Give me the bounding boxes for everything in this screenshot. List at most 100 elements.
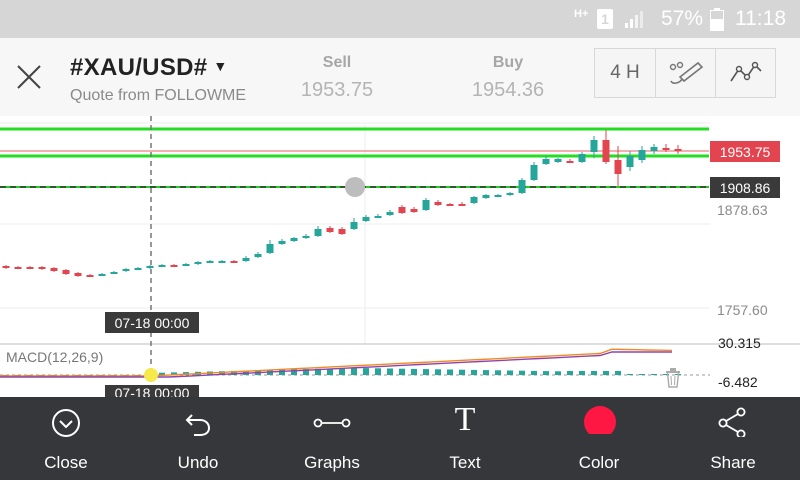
color-swatch-icon bbox=[584, 406, 616, 434]
line-drag-handle[interactable] bbox=[345, 177, 365, 197]
trash-icon bbox=[666, 368, 680, 388]
axis-label-low: 1757.60 bbox=[717, 302, 768, 318]
macd-bar bbox=[279, 369, 285, 375]
chart-tools: 4 H bbox=[594, 48, 776, 98]
candle bbox=[26, 267, 34, 269]
candle bbox=[374, 216, 382, 218]
text-label: Text bbox=[449, 453, 481, 472]
candle bbox=[2, 266, 10, 268]
macd-bar bbox=[315, 368, 321, 375]
candle bbox=[674, 149, 682, 151]
macd-bar bbox=[567, 371, 573, 375]
quote-source: Quote from FOLLOWME bbox=[70, 87, 247, 104]
timeframe-label: 4 H bbox=[610, 62, 640, 83]
chart-grid bbox=[0, 122, 800, 398]
candle bbox=[590, 140, 598, 152]
candle bbox=[446, 204, 454, 206]
undo-button[interactable]: Undo bbox=[138, 397, 258, 480]
symbol-selector[interactable]: #XAU/USD# ▼ bbox=[70, 54, 228, 82]
macd-axis-low: -6.482 bbox=[718, 374, 758, 390]
close-chart-button[interactable] bbox=[10, 58, 48, 96]
buy-price[interactable]: 1954.36 bbox=[471, 79, 545, 101]
candlestick-series bbox=[2, 130, 682, 277]
candle bbox=[206, 261, 214, 263]
macd-bar bbox=[471, 369, 477, 375]
text-button[interactable]: T Text bbox=[405, 397, 525, 480]
graphs-button[interactable]: Graphs bbox=[272, 397, 392, 480]
macd-bar bbox=[555, 371, 561, 375]
candle bbox=[338, 229, 346, 234]
color-button[interactable]: Color bbox=[539, 397, 659, 480]
macd-bar bbox=[651, 374, 657, 375]
timeframe-button[interactable]: 4 H bbox=[595, 49, 655, 97]
color-label: Color bbox=[578, 453, 620, 472]
candle bbox=[242, 258, 250, 261]
candle bbox=[98, 274, 106, 276]
candle bbox=[638, 150, 646, 160]
segment-tool-icon bbox=[313, 418, 351, 428]
sell-price[interactable]: 1953.75 bbox=[300, 79, 374, 101]
indicator-button[interactable] bbox=[715, 49, 775, 97]
clock: 11:18 bbox=[735, 7, 786, 30]
graphs-label: Graphs bbox=[304, 453, 360, 472]
candle bbox=[254, 254, 262, 257]
macd-bar bbox=[519, 370, 525, 375]
candle bbox=[458, 204, 466, 206]
crosshair-date-tag bbox=[105, 312, 199, 333]
macd-bar bbox=[387, 368, 393, 375]
status-bar: H+ 1 57% 11:18 bbox=[0, 0, 800, 38]
drawing-tools-button[interactable] bbox=[655, 49, 715, 97]
chart-area[interactable]: 1953.75 1908.86 1878.63 1757.60 07-18 00… bbox=[0, 116, 800, 398]
macd-bar bbox=[159, 372, 165, 375]
candle bbox=[62, 270, 70, 274]
undo-label: Undo bbox=[177, 453, 219, 472]
macd-bar bbox=[375, 368, 381, 375]
close-icon bbox=[17, 65, 41, 89]
dropdown-caret-icon: ▼ bbox=[213, 58, 228, 74]
crosshair-macd-marker bbox=[144, 368, 158, 382]
network-type-icon: H+ bbox=[574, 8, 589, 20]
candle bbox=[542, 159, 550, 164]
macd-bar bbox=[423, 369, 429, 375]
macd-bar bbox=[291, 369, 297, 375]
candle bbox=[158, 265, 166, 267]
candle bbox=[518, 180, 526, 193]
macd-bar bbox=[351, 367, 357, 375]
macd-label: MACD(12,26,9) bbox=[6, 349, 103, 365]
macd-bar bbox=[483, 370, 489, 375]
candle bbox=[386, 212, 394, 215]
drawn-line-price-tag bbox=[710, 177, 780, 198]
candle bbox=[302, 236, 310, 238]
candle bbox=[554, 159, 562, 162]
macd-bar bbox=[627, 374, 633, 375]
bottom-toolbar: Close Undo Graphs T Text Color bbox=[0, 397, 800, 480]
candle bbox=[398, 207, 406, 213]
candle bbox=[170, 265, 178, 267]
delete-drawing-button[interactable] bbox=[666, 368, 680, 388]
macd-bar bbox=[663, 374, 669, 375]
candle bbox=[410, 209, 418, 212]
share-icon bbox=[718, 407, 746, 437]
candle bbox=[650, 147, 658, 151]
candle bbox=[578, 154, 586, 162]
share-button[interactable]: Share bbox=[673, 397, 793, 480]
candle bbox=[230, 261, 238, 263]
candle bbox=[422, 200, 430, 210]
macd-bar bbox=[591, 371, 597, 375]
candle bbox=[326, 228, 334, 232]
close-drawing-button[interactable]: Close bbox=[6, 397, 126, 480]
share-label: Share bbox=[710, 453, 756, 472]
candle bbox=[218, 261, 226, 263]
macd-bar bbox=[579, 371, 585, 375]
macd-bar bbox=[603, 371, 609, 375]
macd-bar bbox=[507, 370, 513, 375]
candle bbox=[14, 267, 22, 269]
candle bbox=[278, 241, 286, 244]
candle bbox=[662, 148, 670, 150]
macd-bar bbox=[543, 371, 549, 375]
macd-bar bbox=[171, 372, 177, 375]
candle bbox=[626, 156, 634, 167]
chevron-circle-down-icon bbox=[52, 409, 80, 437]
candle bbox=[530, 165, 538, 180]
candle bbox=[134, 268, 142, 270]
